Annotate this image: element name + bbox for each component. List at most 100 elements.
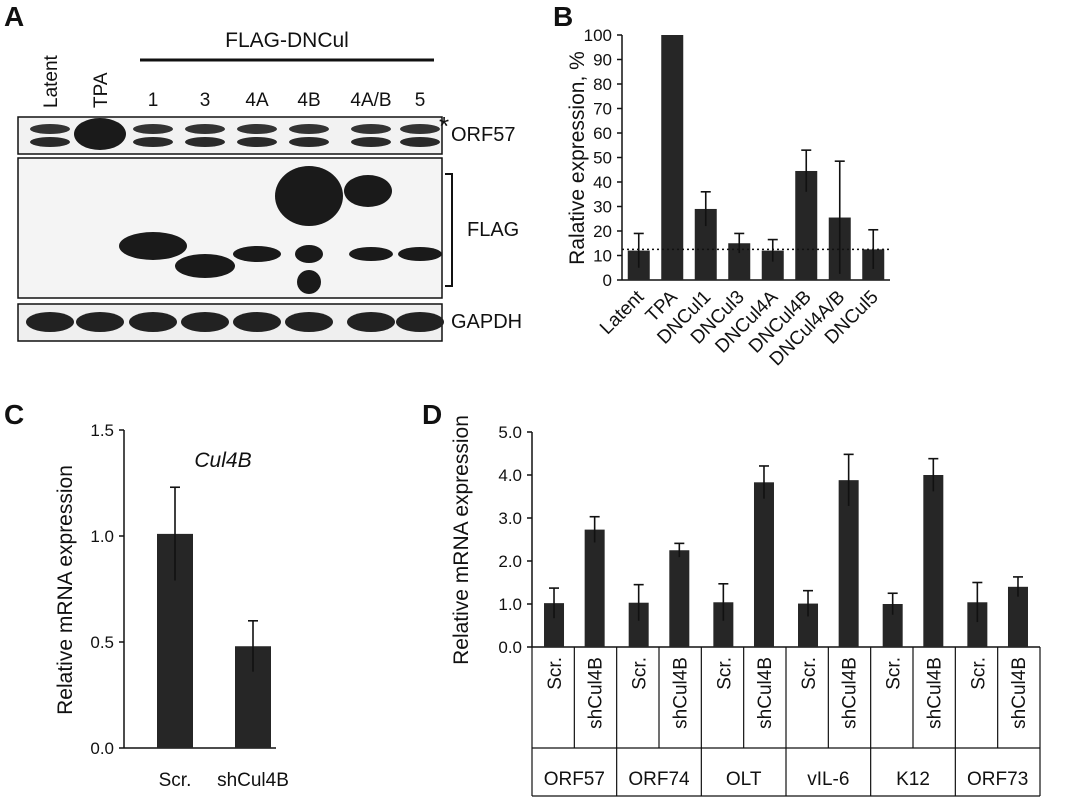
group-label-d: K12 xyxy=(896,769,930,790)
gapdh-band xyxy=(233,312,281,332)
bar-d xyxy=(923,475,944,647)
error-bar-d xyxy=(803,589,814,617)
y-tick-label-b: 60 xyxy=(593,124,612,143)
chart-c: 0.0 0.5 1.0 1.5 Relative mRNA expression Cul4… xyxy=(54,421,289,791)
gapdh-band xyxy=(129,312,177,332)
panel-letter-a: A xyxy=(4,1,24,32)
blot-label-flag: FLAG xyxy=(467,219,519,241)
bar-d xyxy=(967,602,988,647)
category-label-c: shCul4B xyxy=(217,770,289,791)
error-bar-d xyxy=(887,592,898,615)
bar-d xyxy=(798,603,819,647)
flag-band xyxy=(349,247,393,261)
y-tick-label-c: 1.5 xyxy=(90,421,114,440)
group-label-d: OLT xyxy=(726,769,762,790)
error-bar-c xyxy=(248,619,258,672)
chart-d: 0.0 1.0 2.0 3.0 4.0 5.0 Relative mRNA expressi… xyxy=(450,415,1041,797)
error-bar-d xyxy=(928,457,939,492)
error-bar-b xyxy=(767,238,778,262)
error-bar-b xyxy=(734,232,745,254)
lane-label: 4A/B xyxy=(350,90,391,111)
error-bar-d xyxy=(633,583,644,621)
bar-d xyxy=(753,482,774,647)
orf57-band xyxy=(74,118,126,150)
condition-label-d: shCul4B xyxy=(1009,657,1030,729)
y-tick-label-d: 0.0 xyxy=(498,638,522,657)
lane-label: 5 xyxy=(415,90,426,111)
gapdh-band xyxy=(26,312,74,332)
panel-letter-b: B xyxy=(553,1,573,32)
flag-band xyxy=(344,175,392,207)
orf57-band xyxy=(237,124,277,134)
y-tick-label-b: 90 xyxy=(593,51,612,70)
panel-letter-d: D xyxy=(422,399,442,430)
panel-letter-c: C xyxy=(4,399,24,430)
orf57-band xyxy=(289,137,329,147)
y-axis-label-b: Ralative expression, % xyxy=(566,51,589,265)
lane-label: 1 xyxy=(148,90,159,111)
bar-d xyxy=(628,602,649,647)
flag-band xyxy=(175,254,235,278)
lane-labels: Latent TPA 1 3 4A 4B 4A/B 5 xyxy=(41,54,425,111)
orf57-band xyxy=(133,124,173,134)
y-tick-label-b: 50 xyxy=(593,149,612,168)
condition-label-d: Scr. xyxy=(968,657,989,690)
condition-label-d: shCul4B xyxy=(924,657,945,729)
error-bar-b xyxy=(700,191,711,227)
bar-b xyxy=(661,35,684,280)
y-tick-label-c: 1.0 xyxy=(90,527,114,546)
flag-bracket xyxy=(445,173,453,287)
y-tick-label-d: 3.0 xyxy=(498,509,522,528)
y-tick-label-c: 0.5 xyxy=(90,633,114,652)
gapdh-band xyxy=(76,312,124,332)
y-tick-label-b: 10 xyxy=(593,247,612,266)
flag-band xyxy=(297,270,321,294)
condition-label-d: shCul4B xyxy=(755,657,776,729)
orf57-band xyxy=(351,124,391,134)
gapdh-band xyxy=(396,312,444,332)
gapdh-band xyxy=(181,312,229,332)
condition-label-d: Scr. xyxy=(799,657,820,690)
y-axis-label-c: Relative mRNA expression xyxy=(54,465,77,715)
error-bar-d xyxy=(674,542,685,558)
orf57-band xyxy=(351,137,391,147)
y-tick-label-b: 70 xyxy=(593,100,612,119)
bar-d xyxy=(669,550,690,647)
condition-label-d: Scr. xyxy=(714,657,735,690)
lane-label: 4B xyxy=(297,90,320,111)
category-label-b: Latent xyxy=(596,286,649,339)
group-label-d: ORF74 xyxy=(628,769,690,790)
y-axis-label-d: Relative mRNA expression xyxy=(450,415,473,665)
error-bar-d xyxy=(549,587,560,619)
chart-title-c: Cul4B xyxy=(194,449,251,472)
y-tick-label-b: 30 xyxy=(593,198,612,217)
bar-d xyxy=(1007,586,1028,647)
chart-b: 0 10 20 30 40 50 60 70 80 90 100 Ralative expressio… xyxy=(566,26,890,370)
condition-label-d: shCul4B xyxy=(670,657,691,729)
lane-label: 3 xyxy=(200,90,211,111)
lane-label: 4A xyxy=(245,90,269,111)
error-bar-d xyxy=(758,465,769,499)
orf57-band xyxy=(30,137,70,147)
condition-label-d: Scr. xyxy=(884,657,905,690)
error-bar-d xyxy=(972,581,983,623)
flag-band xyxy=(398,247,442,261)
y-tick-label-c: 0.0 xyxy=(90,739,114,758)
blot-label-orf57: ORF57 xyxy=(451,124,515,146)
orf57-band xyxy=(237,137,277,147)
bar-d xyxy=(544,603,565,647)
orf57-band xyxy=(400,124,440,134)
orf57-band xyxy=(289,124,329,134)
flag-band xyxy=(295,245,323,263)
error-bar-d xyxy=(843,453,854,506)
category-label-c: Scr. xyxy=(159,770,192,791)
flag-band xyxy=(275,166,343,226)
condition-label-d: Scr. xyxy=(545,657,566,690)
bar-d xyxy=(882,604,903,647)
y-tick-label-b: 80 xyxy=(593,75,612,94)
y-tick-label-b: 100 xyxy=(584,26,612,45)
lane-label: TPA xyxy=(91,72,112,108)
error-bar-d xyxy=(589,515,600,543)
y-tick-label-d: 1.0 xyxy=(498,595,522,614)
